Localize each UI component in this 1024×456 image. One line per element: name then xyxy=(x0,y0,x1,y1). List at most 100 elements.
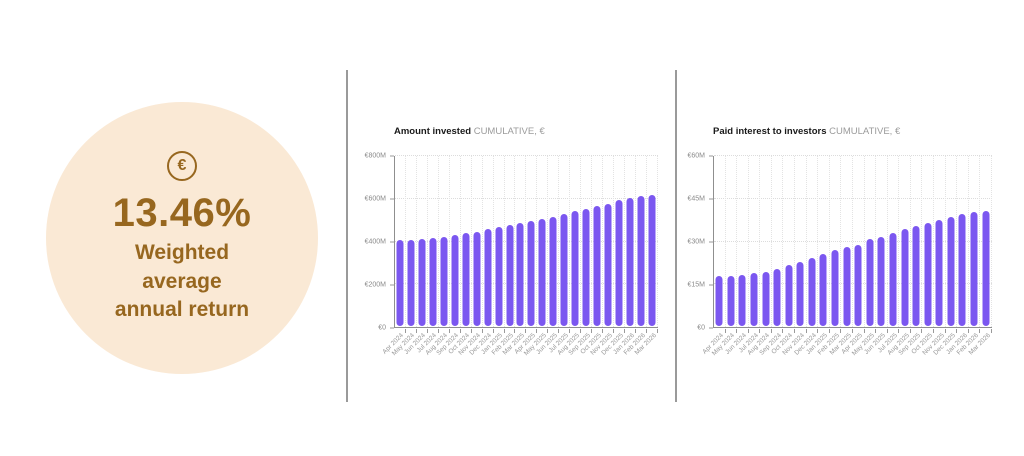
bar-slot xyxy=(760,156,772,333)
bar-jun-2025 xyxy=(877,236,885,326)
bar-may-2024 xyxy=(727,276,735,326)
y-axis-tick xyxy=(709,155,713,157)
gridline xyxy=(714,240,992,242)
y-axis-tick-label: €60M xyxy=(687,152,705,160)
y-axis-tick-label: €0 xyxy=(378,324,386,332)
bar-slot xyxy=(749,156,761,333)
bar-mar-2025 xyxy=(843,247,851,326)
bar-slot xyxy=(934,156,946,333)
bar-aug-2024 xyxy=(762,272,770,326)
euro-circle-icon: € xyxy=(167,151,197,182)
bar-slot xyxy=(592,156,604,333)
section-divider xyxy=(346,70,348,402)
bar-slot xyxy=(428,156,439,333)
chart-title-main: Paid interest to investors xyxy=(713,126,827,137)
bar-slot xyxy=(980,156,992,333)
bar-slot xyxy=(505,156,516,333)
y-axis-tick-label: €400M xyxy=(364,238,386,246)
x-axis: Apr 2024 May 2024 Jun 2024 Jul 2024 Aug 2024… xyxy=(382,328,659,373)
chart-title-main: Amount invested xyxy=(394,126,472,137)
bar-jul-2025 xyxy=(889,233,897,326)
return-badge: € 13.46% Weighted average annual return xyxy=(46,102,318,374)
bar-slot xyxy=(494,156,505,333)
bar-apr-2025 xyxy=(527,221,535,326)
bar-jul-2024 xyxy=(429,237,437,326)
y-axis-tick-label: €45M xyxy=(687,195,705,203)
bar-slot xyxy=(783,156,796,333)
chart-title: Paid interest to investors CUMULATIVE, € xyxy=(713,126,992,138)
section-divider xyxy=(675,70,677,402)
chart-title-suffix: CUMULATIVE, € xyxy=(473,126,545,137)
bar-slot xyxy=(614,156,626,333)
bar-nov-2025 xyxy=(604,203,612,326)
bar-slot xyxy=(818,156,830,333)
bar-sep-2024 xyxy=(451,235,459,326)
plot-row: €0 €15M €30M €45M €60M xyxy=(677,152,992,333)
y-axis-tick xyxy=(390,241,394,243)
bar-feb-2026 xyxy=(970,212,978,326)
gridline xyxy=(395,155,658,156)
return-value: 13.46% xyxy=(112,191,252,236)
y-axis-tick-label: €600M xyxy=(364,195,386,203)
bar-slot xyxy=(472,156,483,333)
y-axis-tick xyxy=(390,284,394,286)
bar-slot xyxy=(888,156,900,333)
bar-slot xyxy=(853,156,865,333)
euro-symbol: € xyxy=(177,157,187,175)
bar-slot xyxy=(515,156,527,333)
bar-slot xyxy=(957,156,969,333)
bar-slot xyxy=(581,156,593,333)
bar-slot xyxy=(795,156,807,333)
bar-feb-2025 xyxy=(506,225,513,326)
bar-slot xyxy=(969,156,981,333)
bar-slot xyxy=(548,156,560,333)
bar-slot xyxy=(772,156,784,333)
return-label: Weighted average annual return xyxy=(114,241,250,322)
bar-slot xyxy=(737,156,749,333)
bar-aug-2025 xyxy=(571,211,579,326)
bar-slot xyxy=(526,156,538,333)
bar-nov-2024 xyxy=(796,261,804,326)
bar-sep-2025 xyxy=(582,208,590,326)
plot-area xyxy=(713,155,992,333)
bar-apr-2025 xyxy=(854,244,862,326)
bar-slot xyxy=(922,156,934,333)
bar-aug-2024 xyxy=(440,237,448,326)
y-axis-tick xyxy=(709,284,713,286)
bar-slot xyxy=(636,156,647,333)
y-axis-tick xyxy=(709,198,713,200)
bar-slot xyxy=(714,156,726,333)
y-axis-tick xyxy=(390,155,394,157)
chart-paid-interest: Paid interest to investors CUMULATIVE, €… xyxy=(677,122,992,373)
bar-slot xyxy=(841,156,853,333)
chart-amount-invested: Amount invested CUMULATIVE, € €0 €200M €40… xyxy=(358,122,659,373)
bar-may-2024 xyxy=(407,240,415,326)
bar-dec-2024 xyxy=(808,257,816,326)
bar-apr-2024 xyxy=(396,240,404,326)
bar-slot xyxy=(406,156,417,333)
bar-nov-2025 xyxy=(935,219,943,326)
bar-slot xyxy=(603,156,615,333)
plot-area xyxy=(394,155,658,333)
bar-oct-2025 xyxy=(593,206,601,326)
bar-slot xyxy=(865,156,877,333)
bar-mar-2026 xyxy=(982,210,990,326)
bar-slot xyxy=(876,156,888,333)
bar-oct-2024 xyxy=(462,233,470,326)
plot-row: €0 €200M €400M €600M €800M xyxy=(358,153,658,333)
bar-slot xyxy=(899,156,911,333)
y-axis-tick xyxy=(709,327,713,329)
bar-slot xyxy=(647,156,658,333)
bar-jun-2024 xyxy=(738,275,746,326)
bar-slot xyxy=(559,156,571,333)
bar-slot xyxy=(807,156,819,333)
gridline xyxy=(714,155,992,156)
bar-slot xyxy=(625,156,636,333)
bar-jan-2026 xyxy=(958,214,966,326)
y-axis: €0 €15M €30M €45M €60M xyxy=(677,152,713,332)
bar-slot xyxy=(537,156,549,333)
gridline xyxy=(714,283,992,285)
y-axis-tick xyxy=(709,241,713,243)
bar-slot xyxy=(417,156,428,333)
y-axis-tick-label: €0 xyxy=(697,324,705,332)
